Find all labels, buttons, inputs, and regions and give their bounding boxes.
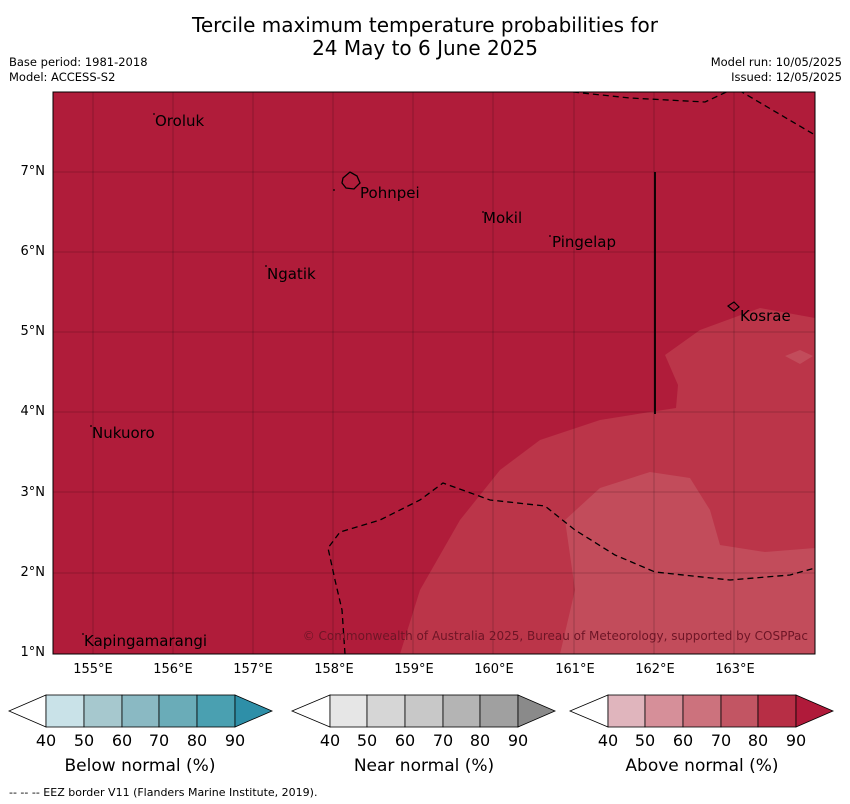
colorbar-near-tick: 90	[507, 731, 529, 750]
colorbar-below-tick: 70	[148, 731, 170, 750]
lat-label-6n: 6°N	[20, 244, 46, 259]
lon-label-157e: 157°E	[233, 662, 273, 677]
base-period: Base period: 1981-2018	[9, 55, 148, 69]
colorbar-below-tick: 50	[73, 731, 95, 750]
place-pohnpei: Pohnpei	[360, 184, 420, 202]
model-run: Model run: 10/05/2025	[710, 55, 842, 69]
place-oroluk: Oroluk	[155, 112, 204, 130]
title-line-1: Tercile maximum temperature probabilitie…	[192, 13, 658, 37]
colorbar-above-tick: 70	[710, 731, 732, 750]
pohnpei-island	[341, 171, 361, 190]
colorbar-near-tick: 40	[319, 731, 341, 750]
place-mokil: Mokil	[483, 209, 522, 227]
colorbar-below-label: Below normal (%)	[64, 756, 216, 776]
colorbar-below	[7, 694, 274, 728]
kosrae-island	[726, 301, 740, 312]
lat-label-1n: 1°N	[20, 645, 46, 660]
meta-left: Base period: 1981-2018 Model: ACCESS-S2	[9, 55, 148, 85]
colorbar-above-lower-arrow	[568, 694, 609, 728]
copyright-notice: © Commonwealth of Australia 2025, Bureau…	[303, 629, 808, 643]
colorbar-above-tick: 50	[634, 731, 656, 750]
probability-60-70-region	[560, 472, 815, 654]
colorbar-near-upper-arrow	[517, 694, 557, 728]
place-ngatik: Ngatik	[267, 265, 316, 283]
lon-label-155e: 155°E	[73, 662, 113, 677]
colorbar-near-tick: 80	[469, 731, 491, 750]
title-line-2: 24 May to 6 June 2025	[312, 36, 538, 60]
colorbar-above-tick: 60	[672, 731, 694, 750]
issued-date: Issued: 12/05/2025	[731, 70, 842, 84]
colorbar-near	[290, 694, 557, 728]
colorbar-above-tick: 80	[747, 731, 769, 750]
lat-label-5n: 5°N	[20, 324, 46, 339]
atoll-markers	[82, 113, 551, 635]
lon-label-163e: 163°E	[715, 662, 755, 677]
lon-label-159e: 159°E	[394, 662, 434, 677]
colorbar-below-tick: 60	[111, 731, 133, 750]
colorbar-below-upper-arrow	[234, 694, 274, 728]
eez-border	[327, 92, 815, 654]
colorbar-above	[568, 694, 835, 728]
colorbar-below-lower-arrow	[7, 694, 47, 728]
graticule	[53, 92, 815, 654]
model-name: Model: ACCESS-S2	[9, 70, 116, 84]
eez-legend-note: -- -- -- EEZ border V11 (Flanders Marine…	[9, 786, 318, 799]
place-pingelap: Pingelap	[552, 233, 616, 251]
lon-label-162e: 162°E	[635, 662, 675, 677]
colorbar-above-tick: 90	[785, 731, 807, 750]
lat-label-2n: 2°N	[20, 565, 46, 580]
colorbar-near-label: Near normal (%)	[353, 756, 495, 776]
lon-label-158e: 158°E	[314, 662, 354, 677]
colorbar-above-tick: 40	[597, 731, 619, 750]
colorbar-near-tick: 50	[356, 731, 378, 750]
colorbar-above-label: Above normal (%)	[625, 756, 779, 776]
colorbar-below-tick: 90	[224, 731, 246, 750]
probability-60-70-patch	[785, 350, 813, 364]
colorbar-near-lower-arrow	[290, 694, 331, 728]
colorbar-below-tick: 80	[186, 731, 208, 750]
colorbar-near-tick: 60	[394, 731, 416, 750]
colorbar-near-tick: 70	[432, 731, 454, 750]
lat-label-3n: 3°N	[20, 485, 46, 500]
lon-label-156e: 156°E	[153, 662, 193, 677]
place-kapingamarangi: Kapingamarangi	[84, 632, 207, 650]
lat-label-7n: 7°N	[20, 164, 46, 179]
map-frame	[52, 91, 816, 655]
place-nukuoro: Nukuoro	[92, 424, 155, 442]
place-kosrae: Kosrae	[740, 307, 791, 325]
chart-title: Tercile maximum temperature probabilitie…	[0, 14, 850, 60]
lon-label-161e: 161°E	[555, 662, 595, 677]
lon-label-160e: 160°E	[474, 662, 514, 677]
lat-label-4n: 4°N	[20, 404, 46, 419]
colorbar-below-tick: 40	[35, 731, 57, 750]
meta-right: Model run: 10/05/2025 Issued: 12/05/2025	[711, 55, 842, 85]
colorbar-above-upper-arrow	[795, 694, 835, 728]
